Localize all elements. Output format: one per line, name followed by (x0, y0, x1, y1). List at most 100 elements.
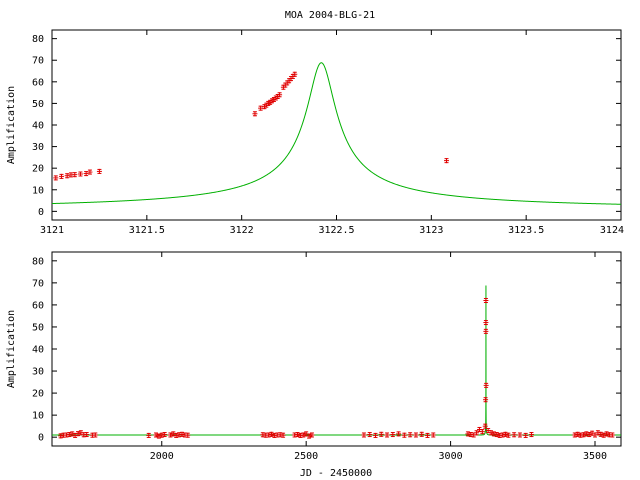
bottom-data-point (153, 432, 159, 438)
bottom-y-tick-label: 60 (32, 300, 44, 311)
bottom-data-point (269, 431, 275, 437)
top-plot-frame (51, 29, 622, 221)
bottom-x-tick-label: 3500 (583, 451, 607, 462)
bottom-data-point (465, 431, 471, 437)
top-data-point (83, 171, 89, 177)
bottom-x-tick-label: 3000 (439, 451, 463, 462)
bottom-data-point (505, 432, 511, 438)
bottom-panel: Amplification JD - 2450000 0 10 20 30 40 50 60… (6, 251, 622, 479)
top-data-point (292, 71, 298, 77)
top-data-point (444, 158, 450, 164)
bottom-data-point (511, 432, 517, 438)
top-data-point (252, 111, 258, 117)
bottom-data-point (372, 432, 378, 438)
top-y-tick-label: 80 (32, 34, 44, 45)
bottom-data-point (483, 397, 489, 403)
bottom-data-point (92, 432, 98, 438)
bottom-data-point (483, 328, 489, 334)
top-x-tick-label: 3121.5 (129, 225, 165, 236)
bottom-data-point (156, 433, 162, 439)
top-data-point (96, 168, 102, 174)
bottom-data-point (159, 432, 165, 438)
bottom-data-point (575, 431, 581, 437)
bottom-data-point (266, 432, 272, 438)
bottom-data-point (413, 432, 419, 438)
top-x-tick-label: 3124 (600, 225, 624, 236)
bottom-data-point (586, 432, 592, 438)
bottom-data-point (580, 432, 586, 438)
bottom-data-point (167, 432, 173, 438)
bottom-data-point (604, 431, 610, 437)
top-x-tick-label: 3121 (40, 225, 64, 236)
bottom-data-point (528, 432, 534, 438)
bottom-data-point (306, 433, 312, 439)
top-model-curve (52, 62, 621, 205)
bottom-data-point (384, 432, 390, 438)
bottom-y-tick-label: 50 (32, 322, 44, 333)
bottom-x-tick-label: 2500 (294, 451, 318, 462)
bottom-data-point (185, 432, 191, 438)
bottom-data-point (378, 431, 384, 437)
bottom-data-point (430, 432, 436, 438)
top-data-point (58, 173, 64, 179)
top-y-tick-label: 50 (32, 99, 44, 110)
bottom-y-axis-label: Amplification (6, 310, 17, 388)
bottom-data-point (146, 432, 152, 438)
bottom-data-point (572, 432, 578, 438)
top-data-point (64, 173, 70, 179)
bottom-data-point (482, 423, 488, 429)
bottom-data-point (474, 430, 480, 436)
top-data-point (87, 169, 93, 175)
bottom-data-point (162, 432, 168, 438)
bottom-data-point (517, 432, 523, 438)
top-data-point (53, 175, 59, 181)
bottom-data-point (479, 429, 485, 435)
bottom-data-point (491, 431, 497, 437)
bottom-data-point (361, 432, 367, 438)
bottom-data-point (300, 432, 306, 438)
bottom-y-tick-label: 30 (32, 367, 44, 378)
bottom-y-tick-label: 40 (32, 345, 44, 356)
bottom-data-point (295, 432, 301, 438)
top-x-tick-label: 3122 (230, 225, 254, 236)
bottom-data-point (407, 432, 413, 438)
top-y-tick-label: 40 (32, 121, 44, 132)
top-data-point (277, 92, 283, 98)
bottom-data-point (58, 433, 64, 439)
bottom-data-point (609, 432, 615, 438)
bottom-data-point (390, 432, 396, 438)
top-y-tick-label: 20 (32, 164, 44, 175)
top-x-tick-label: 3123 (419, 225, 443, 236)
bottom-y-tick-label: 70 (32, 278, 44, 289)
bottom-data-point (483, 320, 489, 326)
bottom-plot-frame (51, 251, 622, 447)
bottom-data-point (84, 432, 90, 438)
bottom-data-point (309, 432, 315, 438)
bottom-data-point (367, 432, 373, 438)
bottom-data-point (583, 431, 589, 437)
top-panel: Amplification 0 10 20 30 40 50 60 70 80 3121 3121.… (6, 29, 624, 236)
bottom-data-point (401, 432, 407, 438)
top-y-tick-label: 70 (32, 56, 44, 67)
top-x-tick-label: 3122.5 (318, 225, 354, 236)
top-y-tick-label: 60 (32, 77, 44, 88)
bottom-data-point (419, 431, 425, 437)
bottom-data-point (598, 431, 604, 437)
bottom-data-point (601, 432, 607, 438)
bottom-data-point (424, 432, 430, 438)
bottom-data-point (494, 432, 500, 438)
bottom-data-point (500, 432, 506, 438)
bottom-model-curve (52, 285, 621, 436)
top-y-tick-label: 0 (38, 207, 44, 218)
bottom-data-point (66, 432, 72, 438)
chart-title: MOA 2004-BLG-21 (285, 10, 375, 21)
bottom-data-point (75, 431, 81, 437)
bottom-y-tick-label: 20 (32, 389, 44, 400)
bottom-data-point (488, 430, 494, 436)
top-data-point (72, 172, 78, 178)
bottom-x-tick-label: 2000 (150, 451, 174, 462)
bottom-y-tick-label: 0 (38, 433, 44, 444)
bottom-data-point (483, 382, 489, 388)
bottom-data-point (483, 298, 489, 303)
